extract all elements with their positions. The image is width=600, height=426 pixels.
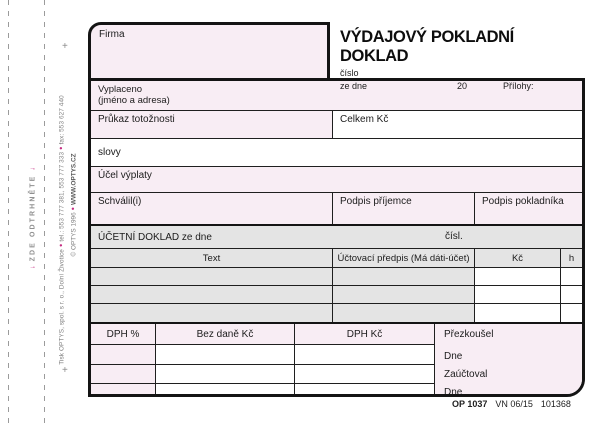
signatures-row: Schválil(i) Podpis příjemce Podpis pokla… <box>91 193 582 226</box>
text-cell <box>91 268 333 285</box>
vat-amount-header: DPH Kč <box>295 324 435 344</box>
attachments-label: Přílohy: <box>503 81 534 91</box>
number-label: číslo <box>340 68 359 78</box>
accounting-doc-label: ÚČETNÍ DOKLAD ze dne <box>98 231 212 243</box>
h-cell <box>561 268 582 285</box>
identity-field: Průkaz totožnosti <box>91 111 333 138</box>
approved-by-field: Schválil(i) <box>91 193 333 224</box>
vat-rate-cell <box>91 384 156 394</box>
h-cell <box>561 286 582 303</box>
title-block: VÝDAJOVÝ POKLADNÍ DOKLAD číslo ze dne 20… <box>340 22 585 91</box>
reviewed-by-label: Přezkoušel <box>444 329 494 340</box>
paid-to-label: Vyplaceno <box>98 84 143 95</box>
firma-label: Firma <box>99 29 125 40</box>
paid-to-sublabel: (jméno a adresa) <box>98 95 170 106</box>
vat-table-header: DPH % Bez daně Kč DPH Kč <box>91 324 435 345</box>
paid-to-field: Vyplaceno (jméno a adresa) <box>91 81 582 111</box>
perforation-line-tear <box>44 0 46 426</box>
vat-base-cell <box>156 364 295 384</box>
column-header-kc: Kč <box>475 249 561 267</box>
vat-amount-cell <box>295 364 435 384</box>
h-cell <box>561 304 582 322</box>
date-label: ze dne <box>340 81 368 91</box>
vat-base-cell <box>156 384 295 394</box>
entry-cell <box>333 304 475 322</box>
kc-cell <box>475 304 561 322</box>
column-header-text: Text <box>91 249 333 267</box>
total-field: Celkem Kč <box>333 111 582 138</box>
table-row <box>91 286 582 304</box>
form-code: OP 1037 <box>452 399 488 409</box>
column-header-entry: Účtovací předpis (Má dáti-účet) <box>333 249 475 267</box>
expense-voucher-form: Firma VÝDAJOVÝ POKLADNÍ DOKLAD číslo ze … <box>88 22 585 397</box>
vat-rate-cell <box>91 345 156 364</box>
table-row <box>91 268 582 286</box>
form-edition: VN 06/15 <box>495 399 533 409</box>
vat-rate-header: DPH % <box>91 324 156 344</box>
identity-total-row: Průkaz totožnosti Celkem Kč <box>91 111 582 139</box>
bullet-icon: ● <box>58 243 65 248</box>
year-prefix: 20 <box>457 81 468 91</box>
identity-label: Průkaz totožnosti <box>98 114 175 125</box>
vat-table: DPH % Bez daně Kč DPH Kč <box>91 324 435 394</box>
tear-arrow-icon: ↓ <box>29 265 37 269</box>
perforation-line-outer <box>8 0 10 426</box>
accounting-table-header: Text Účtovací předpis (Má dáti-účet) Kč … <box>91 249 582 268</box>
posted-by-label: Zaúčtoval <box>444 369 488 380</box>
vat-amount-cell <box>295 345 435 364</box>
copyright-line: © OPTYS 1996●WWW.OPTYS.CZ <box>70 153 78 257</box>
amount-in-words-label: slovy <box>98 147 121 158</box>
vat-base-cell <box>156 345 295 364</box>
cashier-signature-field: Podpis pokladníka <box>475 193 582 224</box>
kc-cell <box>475 286 561 303</box>
vat-amount-cell <box>295 384 435 394</box>
firma-field: Firma <box>88 22 330 81</box>
recipient-signature-label: Podpis příjemce <box>340 196 412 207</box>
tear-here-label: ↓ZDE ODTRHNĚTE↓ <box>30 163 37 273</box>
cashier-signature-label: Podpis pokladníka <box>482 196 564 207</box>
registration-mark: + <box>62 365 68 376</box>
tear-arrow-icon: ↓ <box>29 167 37 171</box>
amount-in-words-field: slovy <box>91 139 582 167</box>
text-cell <box>91 304 333 322</box>
table-row <box>91 304 582 322</box>
review-date-label: Dne <box>444 351 463 362</box>
purpose-label: Účel výplaty <box>98 170 152 181</box>
total-label: Celkem Kč <box>340 114 389 125</box>
vat-rate-cell <box>91 364 156 384</box>
approved-by-label: Schválil(i) <box>98 196 142 207</box>
kc-cell <box>475 268 561 285</box>
entry-cell <box>333 268 475 285</box>
date-row: ze dne 20 Přílohy: <box>340 81 585 94</box>
vat-row <box>91 345 435 365</box>
website-label: WWW.OPTYS.CZ <box>70 153 78 206</box>
bullet-icon: ● <box>58 146 65 150</box>
entry-cell <box>333 286 475 303</box>
registration-mark: + <box>62 41 68 52</box>
form-serial: 101368 <box>540 399 571 409</box>
text-cell <box>91 286 333 303</box>
printer-info-line: Tisk OPTYS, spol. s r. o., Dolní Životic… <box>58 95 66 365</box>
recipient-signature-field: Podpis příjemce <box>333 193 475 224</box>
purpose-field: Účel výplaty <box>91 167 582 193</box>
posted-date-label: Dne <box>444 387 463 397</box>
vat-row <box>91 364 435 385</box>
bullet-icon: ● <box>70 207 77 211</box>
vat-row <box>91 384 435 394</box>
accounting-number-label: čísl. <box>445 231 463 242</box>
form-body: Vyplaceno (jméno a adresa) Průkaz totožn… <box>88 78 585 397</box>
page-title: VÝDAJOVÝ POKLADNÍ DOKLAD <box>340 28 514 65</box>
column-header-h: h <box>568 252 575 264</box>
accounting-doc-header: ÚČETNÍ DOKLAD ze dne čísl. <box>91 226 582 249</box>
vat-section: DPH % Bez daně Kč DPH Kč <box>91 322 582 397</box>
form-code-footer: OP 1037 VN 06/15 101368 <box>452 399 571 409</box>
vat-base-header: Bez daně Kč <box>156 324 295 344</box>
review-panel: Přezkoušel Dne Zaúčtoval Dne <box>435 324 582 397</box>
